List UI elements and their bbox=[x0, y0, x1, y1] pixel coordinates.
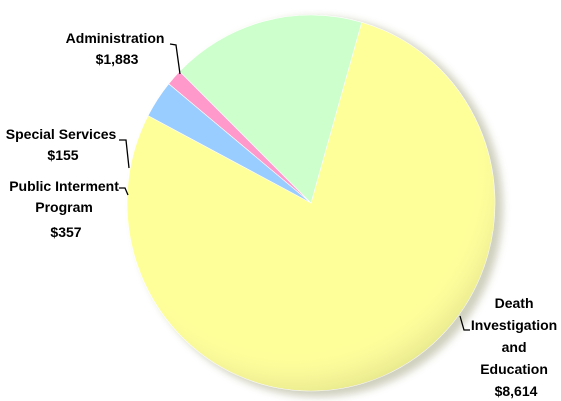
leader-line-administration bbox=[169, 43, 181, 75]
pie-edge-shading bbox=[127, 15, 495, 391]
leader-line-public-interment bbox=[119, 187, 129, 196]
leader-line-death-investigation bbox=[459, 315, 470, 331]
label-special-services: Special Services $155 bbox=[6, 126, 120, 163]
label-administration: Administration $1,883 bbox=[66, 30, 169, 67]
leader-line-special-services bbox=[119, 139, 130, 169]
label-public-interment-program: Public Interment Program $357 bbox=[9, 178, 123, 240]
label-death-investigation: Death Investigation and Education $8,614 bbox=[471, 295, 561, 399]
